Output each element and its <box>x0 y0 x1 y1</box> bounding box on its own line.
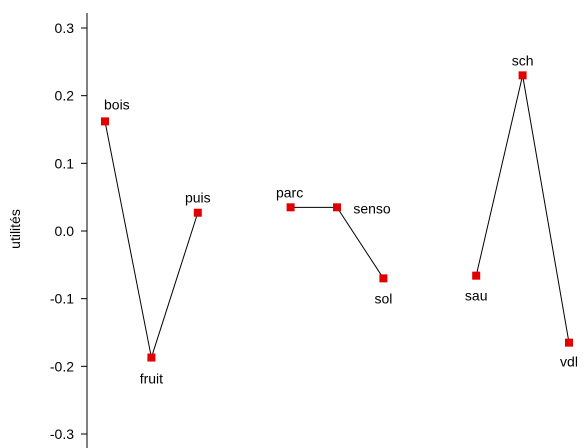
data-point-fruit <box>147 353 156 362</box>
y-tick-label: -0.3 <box>50 426 74 442</box>
series-line-2 <box>290 206 384 279</box>
data-label-sol: sol <box>374 290 392 306</box>
y-tick-label: 0.0 <box>55 223 75 239</box>
y-tick-label: 0.3 <box>55 20 75 36</box>
data-label-senso: senso <box>353 200 391 216</box>
y-tick-label: -0.2 <box>50 358 74 374</box>
series-line-3 <box>475 75 570 343</box>
series-lines <box>104 75 570 358</box>
data-point-senso <box>333 203 341 212</box>
data-point-parc <box>286 203 295 212</box>
data-label-sau: sau <box>465 288 488 304</box>
data-label-fruit: fruit <box>140 371 163 387</box>
data-point-sol <box>379 274 388 283</box>
y-axis-ticks: 0.3 0.2 0.1 0.0 -0.1 -0.2 -0.3 <box>50 20 87 442</box>
data-point-bois <box>101 117 109 126</box>
data-point-puis <box>193 208 202 217</box>
y-tick-label: -0.1 <box>50 291 74 307</box>
y-axis-label: utilités <box>7 209 23 249</box>
y-tick-label: 0.2 <box>55 88 75 104</box>
data-markers <box>101 71 573 362</box>
data-point-sau <box>472 271 481 280</box>
data-point-vdl <box>565 338 573 347</box>
data-labels: bois fruit puis parc senso sol sau sch vdl <box>104 52 578 386</box>
data-label-sch: sch <box>512 52 534 68</box>
series-line-1 <box>104 121 199 358</box>
data-point-sch <box>518 71 527 80</box>
data-label-puis: puis <box>185 190 211 206</box>
y-tick-label: 0.1 <box>55 155 75 171</box>
data-label-parc: parc <box>276 184 303 200</box>
data-label-bois: bois <box>104 96 130 112</box>
data-label-vdl: vdl <box>560 354 578 370</box>
